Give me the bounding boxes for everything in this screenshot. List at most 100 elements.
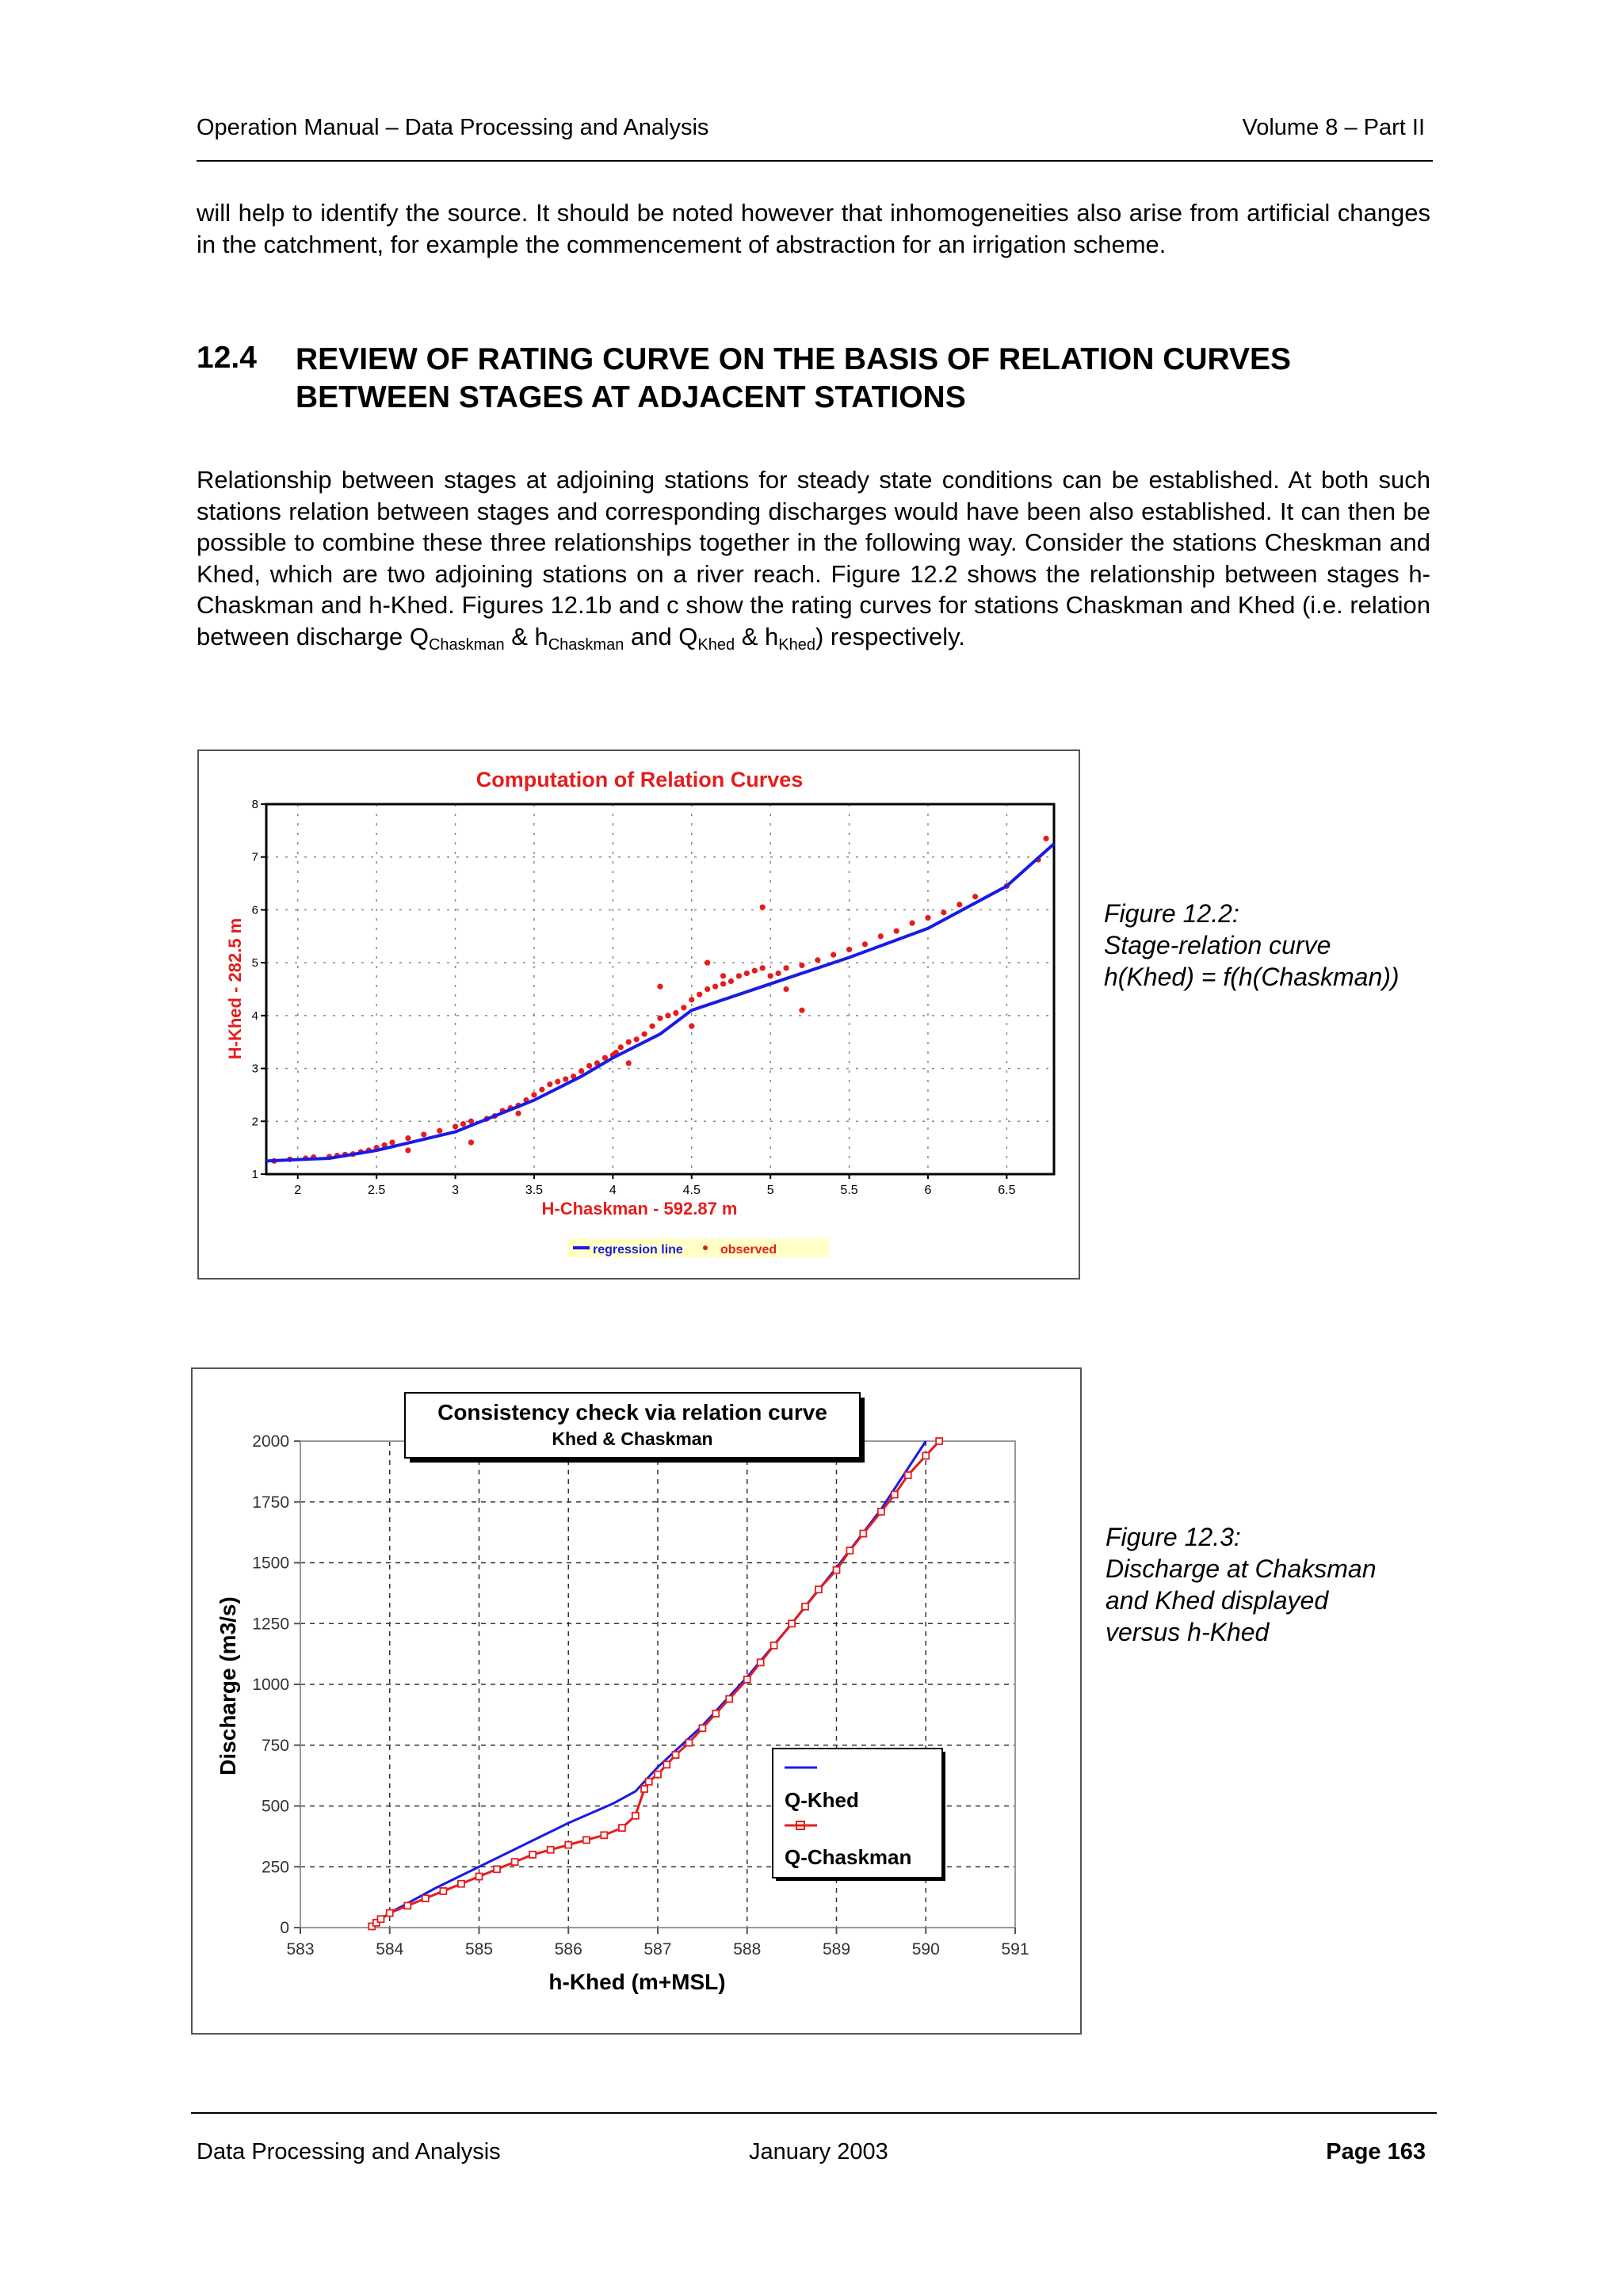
q-chaskman-marker [510,1858,519,1867]
y-tick-label: 5 [252,956,258,970]
header-rule [197,160,1433,162]
figure-12-3-frame: 583 584 585 586 587 588 589 590 591 0 250 500 750 100… [191,1367,1082,2035]
x-tick-label: 3.5 [525,1184,543,1197]
q-chaskman-marker [546,1845,555,1854]
y-tick-label: 750 [262,1737,289,1755]
q-chaskman-marker [815,1585,823,1594]
figure-12-2-caption: Figure 12.2: Stage-relation curve h(Khed) … [1104,898,1400,993]
observed-points [271,835,1049,1164]
q-chaskman-marker [439,1887,448,1895]
q-chaskman-marker [600,1831,609,1840]
x-tick-label: 588 [733,1940,761,1958]
y-tick-label: 7 [252,851,258,864]
y-tick-label: 0 [280,1919,289,1937]
observed-point [515,1110,521,1116]
q-chaskman-markers [368,1437,944,1931]
observed-point [846,946,853,953]
observed-point [720,973,727,979]
observed-point [625,1060,632,1066]
x-tick-label: 5.5 [840,1184,857,1197]
observed-point [712,983,719,990]
observed-point [468,1118,475,1124]
q-chaskman-marker [788,1619,796,1628]
y-tick-label: 1000 [252,1676,289,1694]
observed-point [767,973,773,979]
observed-point [759,904,766,910]
q-chaskman-marker [756,1658,765,1667]
subscript: Chaskman [428,635,505,654]
running-header-right: Volume 8 – Part II [1242,115,1425,140]
observed-point [571,1073,577,1080]
observed-point [579,1068,585,1074]
legend-q-chaskman-label: Q-Chaskman [785,1845,911,1869]
y-tick-label: 1750 [252,1493,289,1512]
observed-point [421,1131,427,1138]
y-tick-label: 2 [252,1115,258,1128]
y-axis-label: Discharge (m3/s) [216,1596,240,1775]
caption-line: and Khed displayed [1106,1586,1329,1615]
chart-subtitle: Khed & Chaskman [552,1428,712,1449]
y-tick-label: 8 [252,798,258,811]
q-chaskman-marker [935,1437,944,1445]
axis-ticks: 2 2.5 3 3.5 4 4.5 5 5.5 6 6.5 1 2 3 4 5 6 7 8 [252,798,1016,1197]
observed-point [861,941,869,948]
y-tick-label: 1500 [252,1554,289,1573]
x-tick-label: 587 [643,1940,671,1958]
x-tick-label: 4 [609,1184,617,1197]
observed-point [775,970,781,977]
q-chaskman-marker [582,1836,590,1844]
q-chaskman-marker [457,1879,465,1888]
intro-paragraph: will help to identify the source. It sho… [197,199,1430,258]
observed-point [893,928,899,934]
caption-line: versus h-Khed [1106,1618,1270,1646]
observed-point [783,986,789,993]
legend-observed-label: observed [720,1243,777,1257]
observed-point [681,1005,687,1011]
observed-point [641,1031,647,1037]
observed-point [972,894,979,900]
q-chaskman-marker [743,1675,751,1684]
x-tick-label: 584 [376,1940,403,1958]
regression-line [265,842,1056,1163]
subscript: Khed [778,635,815,654]
q-chaskman-marker [671,1751,680,1759]
legend-q-chaskman-marker [796,1821,805,1830]
x-tick-label: 585 [465,1940,493,1958]
y-tick-label: 1 [252,1168,258,1181]
x-tick-label: 589 [823,1940,850,1958]
section-title: REVIEW OF RATING CURVE ON THE BASIS OF R… [296,342,1292,414]
q-chaskman-marker [890,1490,899,1499]
x-tick-label: 591 [1001,1940,1029,1958]
subscript: Khed [697,635,735,654]
observed-point [460,1121,467,1127]
y-tick-label: 250 [262,1858,289,1876]
chart-gridlines [266,804,1054,1174]
observed-point [389,1139,395,1146]
observed-point [689,1023,695,1029]
observed-point [759,965,766,971]
q-chaskman-marker [475,1872,483,1881]
observed-point [751,967,758,974]
y-tick-label: 1250 [252,1615,289,1633]
q-chaskman-marker [685,1738,693,1747]
body-paragraph: Relationship between stages at adjoining… [197,464,1430,654]
observed-point [705,986,711,993]
figure-12-2-frame: Computation of Relation Curves 2 2.5 3 3.5 4… [197,749,1080,1280]
observed-point [925,914,931,921]
observed-point [617,1044,624,1051]
q-chaskman-marker [663,1760,671,1769]
observed-point [586,1062,593,1069]
observed-point [531,1092,537,1098]
chart-title: Computation of Relation Curves [476,768,804,791]
x-tick-label: 6 [925,1184,932,1197]
plot-area [265,803,1056,1176]
observed-point [657,983,663,990]
q-chaskman-marker [698,1724,707,1733]
paragraph-main: Relationship between stages at adjoining… [197,466,1430,650]
paragraph-text: and Q [624,622,698,650]
q-chaskman-marker [403,1901,412,1910]
observed-point [673,1009,679,1016]
caption-line: Figure 12.2: [1104,899,1239,928]
axis-ticks: 583 584 585 586 587 588 589 590 591 0 250 500 750 100… [252,1432,1029,1958]
q-chaskman-marker [644,1777,653,1786]
